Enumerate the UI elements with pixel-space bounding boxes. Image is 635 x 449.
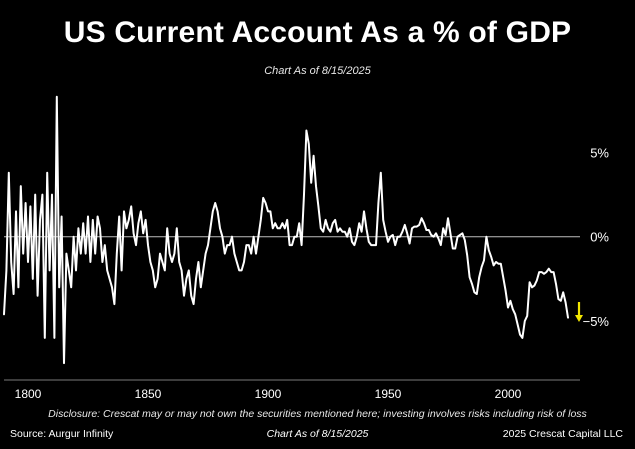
y-tick-label-neg5: −5% (583, 314, 610, 329)
chart-subtitle: Chart As of 8/15/2025 (264, 65, 371, 77)
disclosure-text: Disclosure: Crescat may or may not own t… (48, 408, 587, 420)
x-tick-label-1950: 1950 (375, 387, 402, 401)
current-account-line (3, 95, 569, 365)
y-tick-label-0: 0% (590, 230, 609, 245)
footer-date: Chart As of 8/15/2025 (266, 428, 369, 440)
x-tick-label-1850: 1850 (135, 387, 162, 401)
x-tick-label-1800: 1800 (15, 387, 42, 401)
y-tick-label-5: 5% (590, 145, 609, 160)
x-tick-label-1900: 1900 (255, 387, 282, 401)
chart-title: US Current Account As a % of GDP (63, 16, 572, 49)
down-arrow-icon (575, 315, 583, 322)
x-tick-label-2000: 2000 (495, 387, 522, 401)
copyright-label: 2025 Crescat Capital LLC (502, 428, 623, 440)
source-label: Source: Aurgur Infinity (10, 428, 114, 440)
